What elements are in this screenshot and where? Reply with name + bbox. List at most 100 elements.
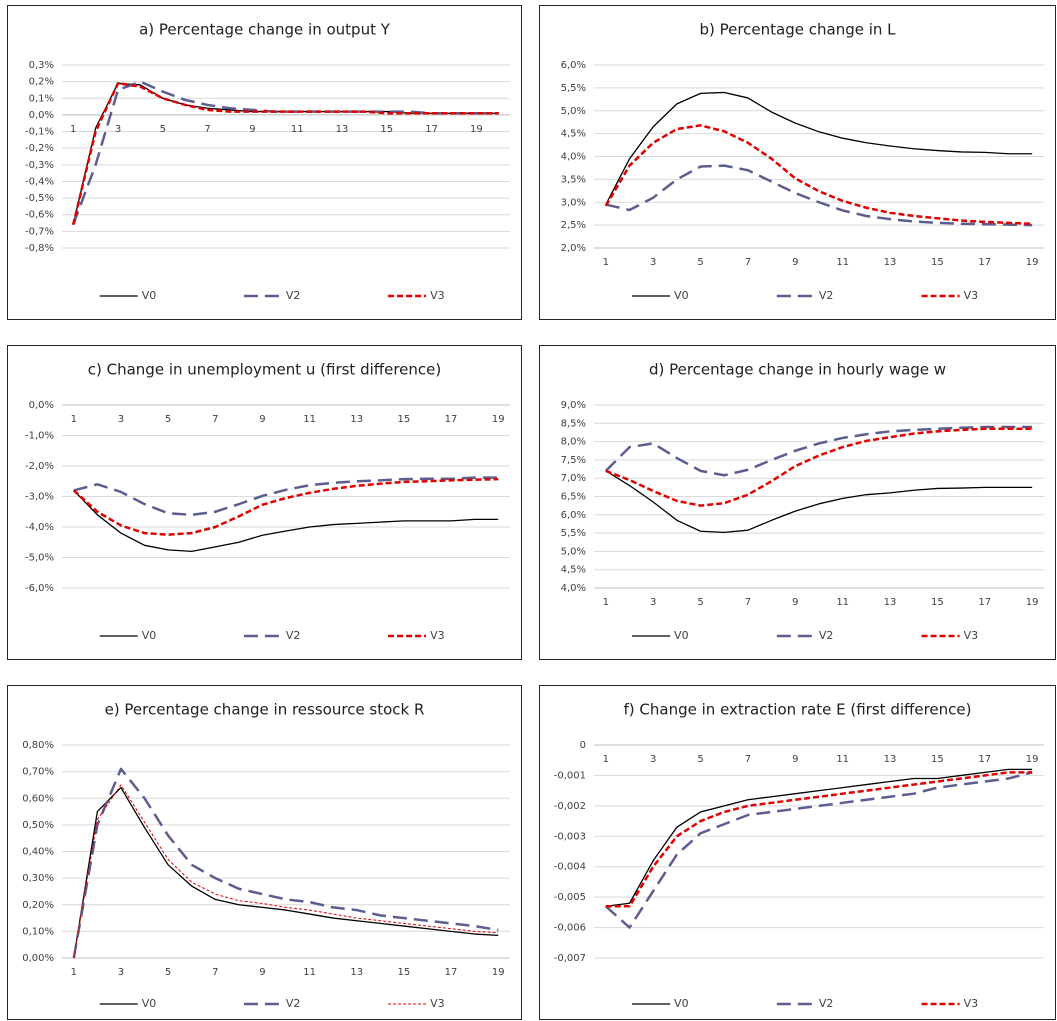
x-tick-label: 3 — [115, 124, 121, 135]
y-tick-label: 0,3% — [29, 60, 54, 71]
legend-label: V0 — [142, 289, 157, 302]
panel-border — [539, 685, 1056, 1020]
panel-border — [539, 5, 1056, 320]
y-tick-label: -3,0% — [25, 492, 54, 503]
y-tick-label: 0,1% — [29, 93, 54, 104]
y-tick-label: 0,30% — [22, 873, 54, 884]
y-tick-label: -0,6% — [25, 210, 54, 221]
y-tick-label: -0,006 — [554, 923, 586, 934]
y-tick-label: 0,00% — [22, 953, 54, 964]
legend-label: V3 — [964, 629, 979, 642]
x-tick-label: 9 — [259, 967, 265, 978]
x-tick-label: 19 — [492, 414, 505, 425]
y-tick-label: 0,70% — [22, 767, 54, 778]
chart-title: c) Change in unemployment u (first diffe… — [88, 361, 441, 379]
series-line — [73, 489, 499, 553]
legend-label: V2 — [819, 289, 834, 302]
series-line — [604, 425, 1033, 477]
x-tick-label: 11 — [836, 597, 849, 608]
y-tick-label: -0,001 — [554, 770, 586, 781]
x-tick-label: 3 — [650, 257, 656, 268]
y-tick-label: 8,5% — [561, 418, 586, 429]
y-tick-label: -0,002 — [554, 801, 586, 812]
x-tick-label: 5 — [697, 597, 703, 608]
x-tick-label: 3 — [118, 967, 124, 978]
x-tick-label: 7 — [745, 754, 751, 765]
x-tick-label: 1 — [603, 597, 609, 608]
x-tick-label: 5 — [165, 967, 171, 978]
y-tick-label: -0,004 — [554, 862, 586, 873]
x-tick-label: 3 — [118, 414, 124, 425]
y-tick-label: 9,0% — [561, 400, 586, 411]
legend-label: V2 — [819, 997, 834, 1010]
series-line — [72, 767, 499, 959]
chart-title: a) Percentage change in output Y — [139, 21, 391, 39]
chart-panel: f) Change in extraction rate E (first di… — [539, 685, 1056, 1020]
x-tick-label: 13 — [884, 257, 897, 268]
x-tick-label: 15 — [398, 414, 411, 425]
y-tick-label: 0,0% — [29, 400, 54, 411]
y-tick-label: -0,4% — [25, 176, 54, 187]
x-tick-label: 9 — [792, 257, 798, 268]
x-tick-label: 15 — [398, 967, 411, 978]
y-tick-label: 7,0% — [561, 473, 586, 484]
y-tick-label: 4,0% — [561, 583, 586, 594]
series-line — [605, 470, 1033, 534]
x-tick-label: 11 — [303, 967, 316, 978]
legend-label: V2 — [286, 997, 301, 1010]
chart-panel: e) Percentage change in ressource stock … — [7, 685, 522, 1020]
y-tick-label: 0 — [580, 740, 586, 751]
legend-label: V0 — [674, 289, 689, 302]
legend-label: V2 — [286, 289, 301, 302]
x-tick-label: 19 — [1026, 597, 1039, 608]
y-tick-label: 8,0% — [561, 437, 586, 448]
y-tick-label: -0,007 — [554, 953, 586, 964]
x-tick-label: 7 — [212, 967, 218, 978]
y-tick-label: -0,7% — [25, 226, 54, 237]
legend-label: V3 — [430, 629, 445, 642]
x-tick-label: 13 — [350, 967, 363, 978]
series-line — [605, 771, 1033, 929]
chart-title: f) Change in extraction rate E (first di… — [624, 701, 972, 719]
series-line — [73, 476, 499, 517]
chart-panel: c) Change in unemployment u (first diffe… — [7, 345, 522, 660]
legend-label: V2 — [819, 629, 834, 642]
y-tick-label: -0,005 — [554, 892, 586, 903]
series-line — [605, 91, 1033, 205]
legend-label: V0 — [142, 629, 157, 642]
x-tick-label: 19 — [1026, 257, 1039, 268]
y-tick-label: 5,5% — [561, 528, 586, 539]
y-tick-label: 0,80% — [22, 740, 54, 751]
series-line — [71, 82, 499, 226]
y-tick-label: 2,5% — [561, 220, 586, 231]
y-tick-label: 3,0% — [561, 197, 586, 208]
x-tick-label: 1 — [603, 257, 609, 268]
y-tick-label: 6,0% — [561, 510, 586, 521]
x-tick-label: 5 — [697, 754, 703, 765]
series-line — [73, 784, 499, 959]
x-tick-label: 13 — [350, 414, 363, 425]
x-tick-label: 9 — [249, 124, 255, 135]
y-tick-label: 5,5% — [561, 83, 586, 94]
x-tick-label: 15 — [931, 257, 944, 268]
y-tick-label: 0,0% — [29, 110, 54, 121]
x-tick-label: 17 — [978, 257, 991, 268]
x-tick-label: 19 — [492, 967, 505, 978]
x-tick-label: 19 — [470, 124, 483, 135]
y-tick-label: 4,0% — [561, 152, 586, 163]
y-tick-label: 4,5% — [561, 129, 586, 140]
y-tick-label: 0,60% — [22, 793, 54, 804]
x-tick-label: 15 — [931, 597, 944, 608]
y-tick-label: 5,0% — [561, 106, 586, 117]
x-tick-label: 15 — [380, 124, 393, 135]
x-tick-label: 13 — [884, 754, 897, 765]
panel-border — [7, 5, 522, 320]
x-tick-label: 9 — [259, 414, 265, 425]
x-tick-label: 13 — [884, 597, 897, 608]
x-tick-label: 11 — [303, 414, 316, 425]
y-tick-label: 0,10% — [22, 926, 54, 937]
x-tick-label: 5 — [165, 414, 171, 425]
series-line — [72, 477, 499, 536]
x-tick-label: 11 — [291, 124, 304, 135]
